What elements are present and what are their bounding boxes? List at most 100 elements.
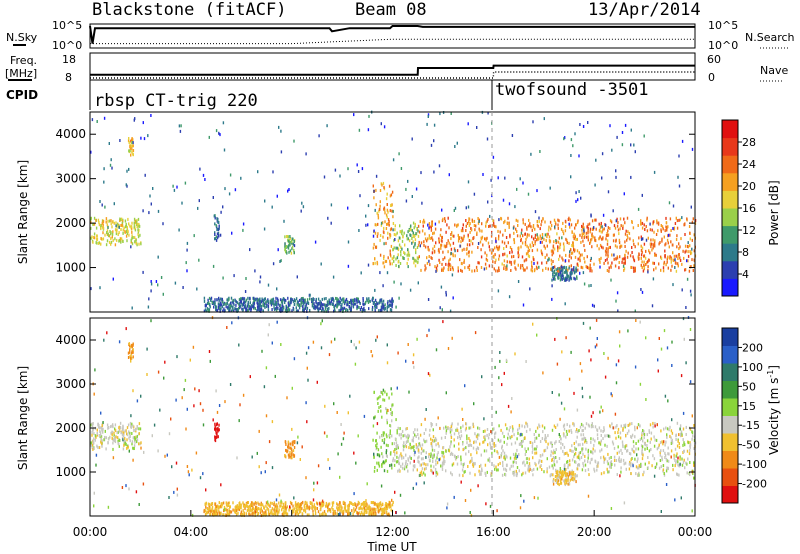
vel-marks-cell-6 xyxy=(548,465,551,469)
power-marks-cell-6 xyxy=(547,267,549,271)
power-marks-cell-6 xyxy=(531,265,533,269)
power-marks-cell-8 xyxy=(291,309,293,313)
power-marks-cell-8 xyxy=(273,306,275,310)
power-marks-cell-6 xyxy=(497,248,499,252)
vel-marks-cell-6 xyxy=(422,457,424,461)
power-marks-cell-6 xyxy=(521,241,524,245)
power-marks-cell-6 xyxy=(581,224,583,228)
power-marks-cell-8 xyxy=(262,309,264,313)
power-marks-cell-6 xyxy=(564,225,567,229)
vel-marks-cell-8 xyxy=(251,504,253,508)
power-marks-cell-6 xyxy=(589,240,592,244)
power-marks-cell-6 xyxy=(647,236,649,240)
power-marks-cell-8 xyxy=(292,307,295,311)
power-marks-cell-6 xyxy=(457,233,459,237)
vel-marks-cell-3 xyxy=(293,446,296,449)
vel-marks-cell-6 xyxy=(658,466,661,470)
vel-marks-cell-6 xyxy=(691,431,694,435)
power-marks-cell-8 xyxy=(386,301,389,305)
power-marks-cell-6 xyxy=(590,238,592,242)
power-marks-scatter xyxy=(690,293,692,297)
power-marks-cell-0 xyxy=(131,242,134,246)
power-marks-cell-6 xyxy=(616,245,618,249)
vel-marks-cell-8 xyxy=(251,511,253,515)
vel-marks-cell-8 xyxy=(343,506,346,510)
vel-marks-cell-8 xyxy=(214,511,216,515)
power-marks-cell-7 xyxy=(568,274,570,278)
power-marks-scatter xyxy=(317,309,319,313)
power-marks-scatter xyxy=(427,113,430,117)
vel-marks-cell-6 xyxy=(544,448,547,452)
vel-marks-cell-6 xyxy=(538,423,540,427)
vel-marks-cell-4 xyxy=(391,403,393,407)
vel-marks-cell-0 xyxy=(134,440,136,444)
power-marks-cell-6 xyxy=(522,221,524,225)
vel-marks-cell-8 xyxy=(370,513,373,516)
vel-marks-cell-5 xyxy=(396,455,398,459)
vel-marks-cell-6 xyxy=(577,456,580,460)
vel-marks-cell-5 xyxy=(396,444,398,448)
vel-marks-cell-6 xyxy=(549,474,551,478)
power-marks-cell-6 xyxy=(423,218,425,222)
vel-marks-cell-6 xyxy=(450,434,452,438)
power-marks-cell-0 xyxy=(131,221,133,225)
vel-marks-cell-8 xyxy=(253,502,255,506)
vel-marks-cell-6 xyxy=(425,428,427,432)
vel-marks-cell-8 xyxy=(322,501,325,505)
power-marks-cell-5 xyxy=(401,247,403,251)
power-marks-cell-2 xyxy=(214,233,216,236)
vel-marks-cell-6 xyxy=(638,424,641,428)
vel-marks-cell-6 xyxy=(655,438,658,442)
power-marks-cell-6 xyxy=(453,234,455,238)
power-marks-scatter xyxy=(609,124,611,128)
power-marks-cell-6 xyxy=(626,234,628,238)
power-marks-cell-8 xyxy=(363,303,365,307)
vel-marks-cell-4 xyxy=(391,392,393,396)
power-marks-cell-6 xyxy=(605,247,608,251)
vel-marks-cell-6 xyxy=(594,425,597,429)
power-marks-cell-6 xyxy=(549,239,552,243)
vel-marks-cell-6 xyxy=(658,443,660,447)
vel-marks-cell-8 xyxy=(216,508,218,512)
power-marks-cell-2 xyxy=(217,218,219,222)
power-marks-cell-6 xyxy=(591,269,593,273)
power-marks-cell-8 xyxy=(235,307,237,311)
vel-marks-cell-6 xyxy=(566,451,568,455)
power-marks-cell-6 xyxy=(655,253,657,257)
power-marks-cell-8 xyxy=(315,299,317,303)
power-marks-cell-6 xyxy=(664,243,666,247)
power-marks-cell-6 xyxy=(605,253,607,257)
power-marks-cell-6 xyxy=(486,253,488,257)
vel-marks-cell-8 xyxy=(228,508,230,512)
power-marks-cell-6 xyxy=(452,268,454,272)
vel-marks-cell-8 xyxy=(246,509,249,512)
power-marks-cell-0 xyxy=(124,230,126,233)
power-marks-scatter xyxy=(633,143,635,147)
vel-marks-cell-8 xyxy=(336,512,338,516)
vel-marks-cell-0 xyxy=(125,443,127,446)
power-marks-cell-6 xyxy=(468,264,471,268)
power-marks-cell-8 xyxy=(315,305,317,309)
power-marks-cell-4 xyxy=(382,261,384,265)
power-marks-cell-0 xyxy=(96,241,98,245)
vel-marks-cell-6 xyxy=(425,466,427,470)
power-marks-cell-0 xyxy=(90,216,92,220)
vel-marks-cell-6 xyxy=(640,464,643,468)
vel-marks-cell-6 xyxy=(672,468,674,472)
vel-marks-cell-6 xyxy=(630,462,632,466)
vel-marks-cell-6 xyxy=(528,462,531,466)
power-marks-cell-8 xyxy=(373,300,375,304)
vel-marks-cell-6 xyxy=(565,429,568,433)
vel-marks-cell-3 xyxy=(289,454,291,458)
vel-marks-cell-5 xyxy=(401,429,404,433)
vel-marks-cell-6 xyxy=(647,456,649,459)
power-marks-cell-6 xyxy=(494,246,496,250)
power-marks-cell-8 xyxy=(307,302,310,305)
vel-marks-cell-6 xyxy=(430,464,432,468)
vel-marks-cell-4 xyxy=(377,409,379,413)
vel-marks-cell-6 xyxy=(465,426,467,430)
power-marks-cell-6 xyxy=(674,261,677,265)
power-marks-cell-6 xyxy=(548,239,551,243)
power-marks-cell-0 xyxy=(110,231,112,235)
power-marks-cell-6 xyxy=(562,229,564,233)
